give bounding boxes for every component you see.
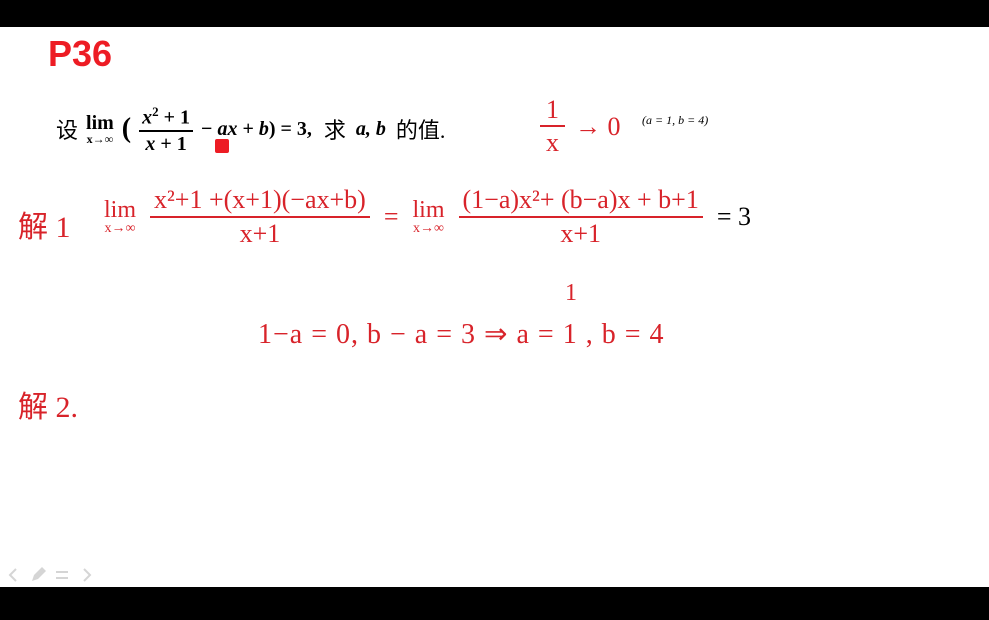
prev-arrow-icon[interactable] xyxy=(6,567,22,583)
step2-num: (1−a)x²+ (b−a)x + b+1 xyxy=(459,187,703,218)
step2-fraction: (1−a)x²+ (b−a)x + b+1 x+1 xyxy=(459,187,703,247)
fraction: x2 + 1 x + 1 xyxy=(139,105,193,154)
arrow-to-zero: → 0 xyxy=(575,112,621,142)
answer-hint: (a = 1, b = 4) xyxy=(642,113,708,128)
menu-icon[interactable] xyxy=(54,567,70,583)
pen-icon[interactable] xyxy=(30,567,46,583)
lim-hand-2-sub: x→∞ xyxy=(413,222,444,236)
lim-hand-1-top: lim xyxy=(104,198,136,222)
lim-hand-1: lim x→∞ xyxy=(104,198,136,236)
method1-label: 解 1 xyxy=(18,202,71,246)
text-suffix: 的值. xyxy=(396,113,446,145)
frac-numerator: x2 + 1 xyxy=(139,105,193,132)
page-title: P36 xyxy=(48,33,112,75)
cursor-icon xyxy=(215,139,229,153)
slide-toolbar xyxy=(6,567,94,583)
top-letterbox xyxy=(0,0,989,27)
note-reciprocal: 1 x → 0 xyxy=(540,97,621,156)
eq-1: = xyxy=(384,202,399,232)
frac-1x-den: x xyxy=(546,127,559,156)
frac-1-over-x: 1 x xyxy=(540,97,565,156)
lim-hand-1-sub: x→∞ xyxy=(105,222,136,236)
slide-canvas: P36 设 lim x→∞ ( x2 + 1 x + 1 − ax + b) =… xyxy=(0,27,989,587)
open-paren: ( xyxy=(122,113,131,145)
lim-subscript: x→∞ xyxy=(87,133,114,145)
lim-hand-2-top: lim xyxy=(412,198,444,222)
lim-label: lim xyxy=(86,113,114,133)
vars: a, b xyxy=(356,118,386,141)
step2-den: x+1 xyxy=(560,218,601,247)
step1-fraction: x²+1 +(x+1)(−ax+b) x+1 xyxy=(150,187,370,247)
step1-den: x+1 xyxy=(240,218,281,247)
one-mark: 1 xyxy=(565,280,577,307)
derivation-line: lim x→∞ x²+1 +(x+1)(−ax+b) x+1 = lim x→∞… xyxy=(104,187,751,247)
bottom-letterbox xyxy=(0,587,989,620)
limit-operator: lim x→∞ xyxy=(86,113,114,145)
step1-num: x²+1 +(x+1)(−ax+b) xyxy=(150,187,370,218)
frac-denominator: x + 1 xyxy=(145,132,186,154)
expression-tail: − ax + b) = 3, xyxy=(201,118,312,141)
conclusion-line: 1−a = 0, b − a = 3 ⇒ a = 1 , b = 4 xyxy=(258,317,665,351)
text-prefix: 设 xyxy=(56,113,78,145)
frac-1x-num: 1 xyxy=(540,97,565,127)
text-mid: 求 xyxy=(324,113,346,145)
lim-hand-2: lim x→∞ xyxy=(412,198,444,236)
next-arrow-icon[interactable] xyxy=(78,567,94,583)
equals-3: = 3 xyxy=(717,202,751,232)
problem-statement: 设 lim x→∞ ( x2 + 1 x + 1 − ax + b) = 3, … xyxy=(56,105,445,154)
method2-label: 解 2. xyxy=(18,382,78,426)
